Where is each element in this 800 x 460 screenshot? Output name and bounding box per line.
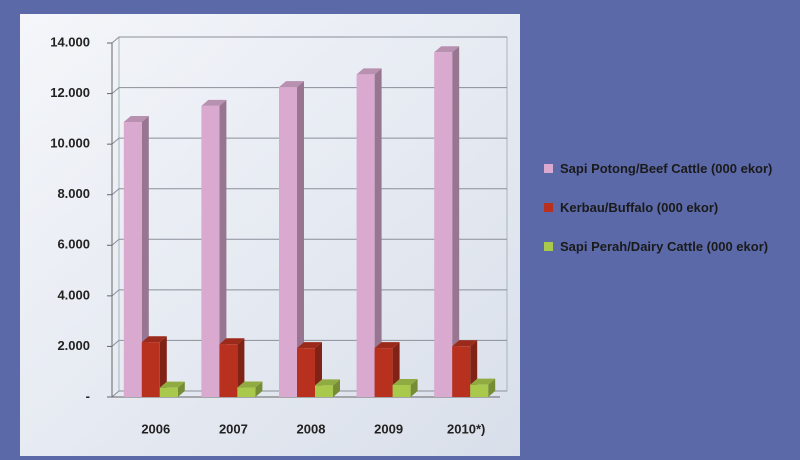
y-tick-label: 12.000 bbox=[50, 85, 90, 100]
bar-side bbox=[159, 336, 167, 397]
x-tick-label: 2008 bbox=[297, 421, 326, 436]
bar bbox=[279, 87, 297, 397]
bar-side bbox=[410, 378, 418, 397]
bar bbox=[452, 346, 471, 397]
bar-top bbox=[201, 99, 227, 106]
bar bbox=[123, 122, 142, 398]
legend-item: Sapi Perah/Dairy Cattle (000 ekor) bbox=[540, 238, 790, 255]
bar-side bbox=[297, 81, 304, 397]
x-tick-label: 2007 bbox=[219, 421, 248, 436]
bar bbox=[219, 344, 238, 397]
x-tick-label: 2006 bbox=[141, 421, 170, 436]
bar bbox=[434, 52, 453, 398]
bar bbox=[237, 387, 256, 397]
bar-top bbox=[470, 378, 496, 385]
y-tick-label: 4.000 bbox=[57, 287, 90, 302]
bar bbox=[470, 384, 489, 397]
bar-top bbox=[123, 116, 149, 123]
x-tick-label: 2009 bbox=[374, 421, 403, 436]
bar bbox=[374, 348, 393, 397]
x-tick-label: 2010*) bbox=[447, 421, 485, 436]
bar-side bbox=[374, 68, 382, 398]
bar-side bbox=[219, 99, 227, 398]
bar bbox=[159, 387, 178, 397]
bar-top bbox=[219, 338, 245, 345]
bar-top bbox=[434, 46, 460, 53]
bar-top bbox=[452, 340, 478, 347]
grid-line bbox=[111, 36, 507, 44]
legend-item: Sapi Potong/Beef Cattle (000 ekor) bbox=[540, 160, 790, 177]
bar bbox=[315, 385, 333, 397]
bar-top bbox=[315, 379, 340, 386]
bar-side bbox=[141, 116, 149, 398]
bar-top bbox=[356, 68, 382, 75]
legend-item: Kerbau/Buffalo (000 ekor) bbox=[540, 199, 790, 216]
bar bbox=[141, 342, 160, 397]
legend-swatch bbox=[544, 164, 553, 173]
legend-swatch bbox=[544, 242, 553, 251]
legend: Sapi Potong/Beef Cattle (000 ekor) Kerbau… bbox=[540, 160, 790, 277]
bar-top bbox=[392, 378, 418, 385]
bar-top bbox=[297, 342, 322, 349]
y-tick-label: 14.000 bbox=[50, 34, 90, 49]
legend-label: Kerbau/Buffalo (000 ekor) bbox=[560, 200, 719, 215]
bar-side bbox=[255, 381, 263, 397]
bar bbox=[297, 348, 315, 397]
bar-top bbox=[279, 81, 304, 88]
bar bbox=[392, 384, 411, 397]
y-tick-label: 2.000 bbox=[57, 338, 90, 353]
bar bbox=[201, 105, 220, 398]
y-tick-label: - bbox=[86, 388, 90, 403]
bar bbox=[356, 74, 375, 398]
legend-label: Sapi Perah/Dairy Cattle (000 ekor) bbox=[560, 239, 769, 254]
bar-top bbox=[141, 336, 167, 343]
y-tick-label: 8.000 bbox=[57, 186, 90, 201]
bar-top bbox=[159, 381, 185, 388]
y-tick-label: 6.000 bbox=[57, 237, 90, 252]
bar-side bbox=[177, 381, 185, 397]
bar-side bbox=[452, 46, 460, 398]
bar-side bbox=[333, 379, 340, 397]
bar-side bbox=[237, 338, 245, 397]
y-tick-label: 10.000 bbox=[50, 136, 90, 151]
bar-side bbox=[488, 378, 496, 397]
bar-top bbox=[374, 342, 400, 349]
bar-top bbox=[237, 381, 263, 388]
legend-swatch bbox=[544, 203, 553, 212]
legend-label: Sapi Potong/Beef Cattle (000 ekor) bbox=[560, 161, 773, 176]
